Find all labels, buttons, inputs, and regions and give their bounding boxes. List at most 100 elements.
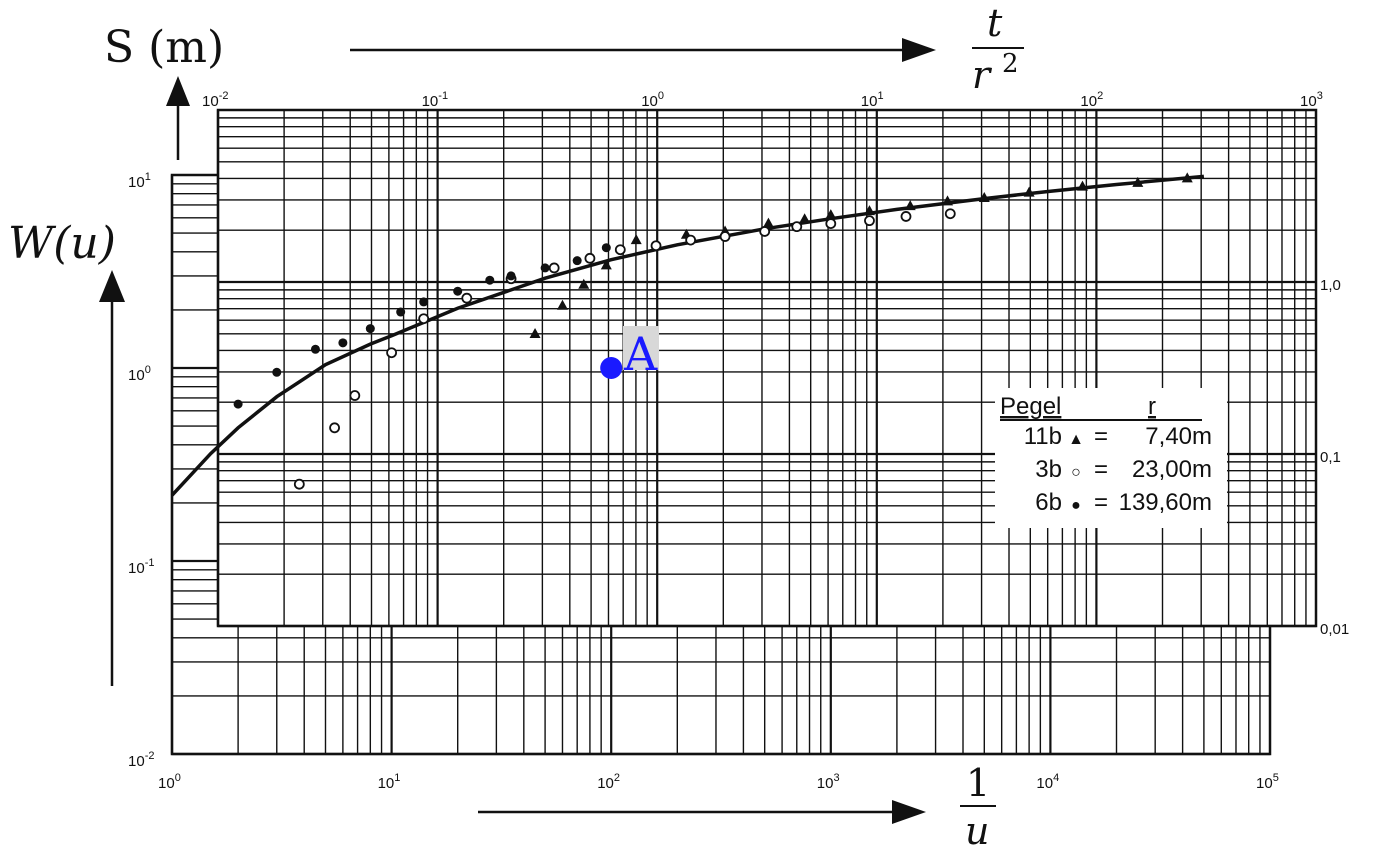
t-axis-title-group: t r 2 bbox=[350, 1, 1024, 97]
match-point-label-box bbox=[623, 326, 659, 370]
point-3b bbox=[548, 262, 560, 274]
t-axis-exponent: 2 bbox=[1002, 49, 1019, 79]
s-axis-title: S (m) bbox=[104, 22, 224, 73]
s-axis-arrowhead bbox=[166, 76, 190, 106]
legend-equals: = bbox=[1094, 489, 1108, 516]
legend-symbol: ▲ bbox=[1068, 431, 1084, 448]
right-tick-label: 0,01 bbox=[1320, 621, 1349, 638]
legend-well: 6b bbox=[1035, 489, 1062, 516]
legend-background bbox=[995, 388, 1227, 528]
legend-equals: = bbox=[1094, 456, 1108, 483]
point-11b bbox=[825, 209, 837, 220]
point-3b bbox=[759, 226, 771, 237]
right-tick-label: 0,1 bbox=[1320, 449, 1341, 466]
bottom-tick-label: 102 bbox=[597, 772, 620, 792]
legend-rows: 11b ▲ = 7,40m 3b ○ = 23,00m 6b ● = 139,60m bbox=[1024, 423, 1212, 516]
point-6b bbox=[272, 367, 282, 377]
point-6b bbox=[396, 307, 406, 317]
legend-well: 11b bbox=[1024, 423, 1062, 450]
top-tick-label: 10-1 bbox=[422, 90, 448, 110]
top-tick-label: 100 bbox=[641, 90, 664, 110]
point-11b bbox=[1132, 176, 1144, 187]
point-11b bbox=[942, 195, 954, 206]
legend-title-pegel: Pegel bbox=[1000, 393, 1061, 420]
point-11b bbox=[1076, 180, 1088, 191]
point-11b bbox=[578, 278, 590, 289]
w-axis-title: W(u) bbox=[8, 218, 116, 269]
bottom-tick-label: 101 bbox=[378, 772, 401, 792]
point-11b bbox=[762, 217, 774, 228]
legend-symbol: ● bbox=[1071, 497, 1081, 514]
point-3b bbox=[461, 292, 473, 304]
s-axis-title-group: S (m) bbox=[104, 22, 224, 160]
point-3b bbox=[650, 240, 662, 252]
u-axis-title-group: 1 u bbox=[478, 761, 996, 851]
legend-equals: = bbox=[1094, 423, 1108, 450]
point-6b bbox=[601, 243, 611, 253]
point-3b bbox=[418, 313, 430, 325]
legend: Pegel r 11b ▲ = 7,40m 3b ○ = 23,00m 6b ● = 139,60m bbox=[995, 388, 1227, 528]
legend-well: 3b bbox=[1035, 456, 1062, 483]
point-3b bbox=[685, 234, 697, 246]
left-axis-ticks: 10-2 10-1 100 101 bbox=[128, 171, 154, 770]
right-axis-ticks: 0,01 0,1 1,0 bbox=[1320, 277, 1349, 638]
point-6b bbox=[419, 297, 429, 307]
legend-distance: 139,60m bbox=[1119, 489, 1212, 516]
left-tick-label: 10-1 bbox=[128, 557, 154, 577]
point-3b bbox=[386, 347, 398, 359]
match-point-marker bbox=[600, 357, 623, 379]
point-3b bbox=[293, 478, 305, 490]
bottom-tick-label: 103 bbox=[817, 772, 840, 792]
point-3b bbox=[900, 211, 912, 222]
left-tick-label: 10-2 bbox=[128, 750, 154, 770]
point-11b bbox=[799, 213, 811, 224]
upper-grid-background bbox=[218, 110, 1316, 626]
point-3b bbox=[825, 218, 837, 229]
top-tick-label: 10-2 bbox=[202, 90, 228, 110]
top-tick-label: 101 bbox=[861, 90, 884, 110]
point-6b bbox=[338, 338, 348, 348]
point-3b bbox=[944, 208, 956, 220]
left-tick-label: 100 bbox=[128, 364, 151, 384]
w-axis-arrowhead bbox=[99, 270, 125, 302]
point-3b bbox=[719, 231, 731, 242]
theis-type-curve bbox=[170, 174, 1205, 497]
u-axis-numerator: 1 bbox=[966, 761, 990, 805]
w-axis-title-group: W(u) bbox=[8, 218, 125, 686]
match-point-label: A bbox=[623, 327, 658, 381]
match-point-group: A bbox=[600, 326, 659, 381]
legend-distance: 7,40m bbox=[1145, 423, 1212, 450]
right-tick-label: 1,0 bbox=[1320, 277, 1341, 294]
point-3b bbox=[584, 252, 596, 264]
point-11b bbox=[978, 192, 990, 203]
bottom-tick-label: 100 bbox=[158, 772, 181, 792]
point-11b bbox=[863, 205, 875, 216]
u-axis-denominator: u bbox=[965, 809, 989, 851]
point-3b bbox=[791, 221, 803, 233]
t-axis-numerator: t bbox=[987, 1, 1003, 45]
point-6b bbox=[572, 256, 582, 266]
data-points bbox=[233, 172, 1193, 490]
point-3b bbox=[349, 390, 361, 401]
point-6b bbox=[233, 399, 243, 409]
point-6b bbox=[540, 263, 550, 273]
top-tick-label: 103 bbox=[1300, 90, 1323, 110]
point-3b bbox=[614, 244, 626, 256]
point-11b bbox=[1023, 186, 1035, 197]
bottom-tick-label: 104 bbox=[1036, 772, 1059, 792]
point-11b bbox=[600, 259, 612, 270]
top-axis-ticks: 10-2 10-1 100 101 102 103 bbox=[202, 90, 1323, 110]
point-6b bbox=[310, 344, 320, 354]
point-6b bbox=[485, 275, 495, 285]
point-11b bbox=[529, 328, 541, 339]
point-6b bbox=[453, 286, 463, 296]
point-3b bbox=[329, 422, 340, 434]
legend-symbol: ○ bbox=[1071, 464, 1081, 481]
point-11b bbox=[1181, 172, 1193, 183]
point-6b bbox=[506, 271, 516, 281]
point-11b bbox=[904, 200, 916, 211]
t-axis-arrowhead bbox=[902, 38, 936, 62]
top-tick-label: 102 bbox=[1080, 90, 1103, 110]
t-axis-denominator: r bbox=[972, 53, 993, 97]
